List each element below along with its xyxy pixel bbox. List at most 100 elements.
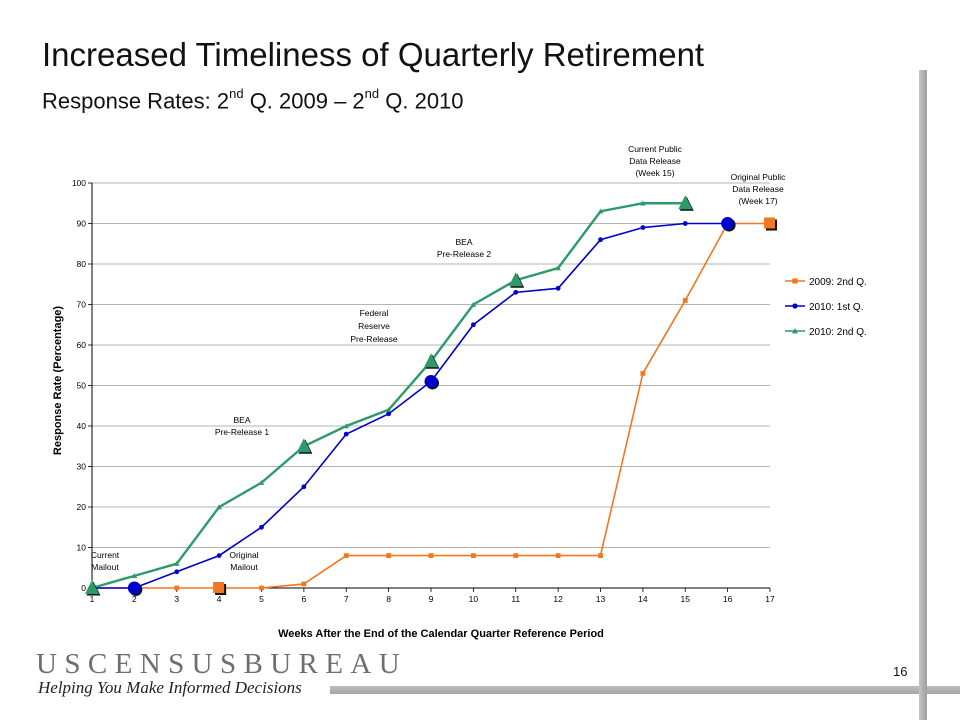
subtitle-part1: Response Rates: 2 [42,88,230,114]
milestone-marker [678,195,693,210]
subtitle-sup2: nd [364,86,380,101]
series-line-2 [92,222,728,589]
side-divider-bar [919,70,927,720]
data-point [597,208,604,214]
data-point [259,524,264,530]
annotation-text: Current Public [628,144,683,154]
x-tick-label: 14 [638,594,648,604]
data-point [216,504,222,510]
annotation-text: Federal [360,308,389,318]
y-tick-label: 20 [77,502,87,512]
x-tick-label: 12 [553,594,563,604]
subtitle-part3: Q. 2010 [379,88,464,114]
slide-subtitle: Response Rates: 2nd Q. 2009 – 2nd Q. 201… [42,86,464,114]
data-point [386,553,392,558]
data-point [513,553,519,558]
x-tick-label: 11 [511,594,520,604]
data-point [640,225,646,230]
series-line-1 [92,222,770,589]
x-tick-label: 15 [681,594,691,604]
milestone-marker [721,217,735,230]
y-tick-label: 60 [77,340,87,350]
x-tick-label: 10 [469,594,479,604]
milestone-marker [508,272,523,287]
data-point [682,221,688,226]
data-point [555,285,561,291]
legend-marker [792,278,798,284]
data-point [173,560,180,566]
y-tick-label: 0 [81,583,86,593]
data-point [386,411,392,417]
data-point [598,553,603,558]
bureau-tagline: Helping You Make Informed Decisions [38,678,302,697]
legend-marker [792,303,798,309]
data-point [555,553,561,558]
legend-marker [792,328,798,334]
y-tick-label: 80 [77,259,87,269]
annotation-text: BEA [233,415,250,425]
census-bureau-logo: USCENSUSBUREAU [36,648,408,680]
data-point [428,553,434,558]
data-point [174,569,180,575]
x-tick-label: 2 [132,594,137,604]
milestone-marker [764,217,775,229]
legend-label: 2010: 1st Q. [809,302,863,313]
annotation-text: Reserve [358,321,390,331]
legend-label: 2010: 2nd Q. [809,327,867,338]
annotation-text: Data Release [629,156,681,166]
page-number: 16 [893,664,908,679]
series-line-3 [91,202,686,590]
x-tick-label: 8 [386,594,391,604]
data-point [131,573,138,579]
x-tick-label: 4 [217,594,222,604]
x-axis-title: Weeks After the End of the Calendar Quar… [278,628,604,640]
y-axis-title: Response Rate (Percentage) [52,306,64,455]
data-point [301,581,307,587]
data-point [682,298,688,303]
milestone-marker [424,374,438,388]
y-tick-label: 50 [77,381,87,391]
annotation-text: Current [91,550,120,560]
data-point [470,322,476,328]
milestone-marker [85,580,99,594]
x-tick-label: 17 [765,594,775,604]
annotation-text: Pre-Release 1 [215,427,270,437]
milestone-marker [213,582,225,593]
x-tick-label: 7 [344,594,349,604]
milestone-marker [296,438,311,453]
x-tick-label: 13 [596,594,606,604]
data-point [598,237,603,243]
annotation-text: BEA [455,237,472,247]
y-tick-label: 90 [77,219,87,229]
data-point [513,289,519,295]
data-point [343,431,349,437]
x-tick-label: 9 [429,594,434,604]
annotation-text: Pre-Release 2 [437,249,492,259]
y-tick-label: 10 [77,543,87,553]
annotation-text: (Week 17) [738,196,777,206]
x-tick-label: 1 [90,594,95,604]
footer-divider-bar [330,686,960,694]
annotation-text: Pre-Release [350,334,398,344]
annotation-text: Mailout [91,562,119,572]
x-tick-label: 3 [174,594,179,604]
milestone-marker [424,353,438,368]
subtitle-part2: Q. 2009 – 2 [243,88,365,114]
data-point [174,585,180,591]
data-point [640,200,646,206]
annotation-text: Original [229,550,258,560]
data-point [259,585,264,591]
y-tick-label: 30 [77,462,87,472]
subtitle-sup1: nd [229,86,244,101]
data-point [640,370,646,376]
x-tick-label: 6 [302,594,307,604]
data-point [555,265,561,271]
legend-label: 2009: 2nd Q. [809,277,867,288]
data-point [216,553,222,558]
data-point [301,484,307,490]
milestone-marker [127,581,141,595]
annotation-text: Original Public [731,172,787,182]
y-tick-label: 40 [77,421,87,431]
